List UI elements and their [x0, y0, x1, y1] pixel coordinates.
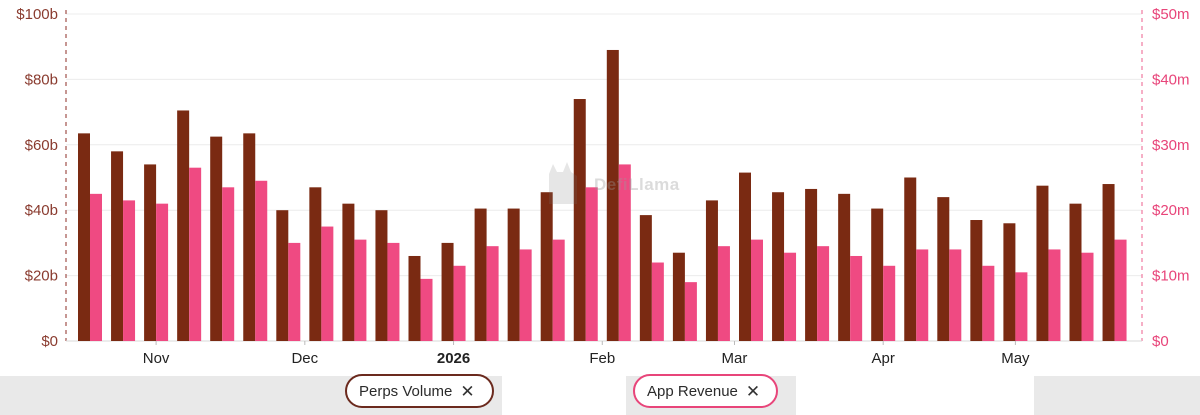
bar-perps-volume — [507, 208, 520, 341]
bar-perps-volume — [408, 255, 421, 341]
bar-perps-volume — [111, 151, 124, 341]
x-tick-label: May — [1001, 350, 1030, 367]
y-tick-label-right: $30m — [1152, 137, 1190, 154]
bar-app-revenue — [1114, 239, 1127, 341]
bar-perps-volume — [78, 133, 90, 341]
y-tick-label-right: $40m — [1152, 71, 1190, 88]
bar-app-revenue — [817, 246, 830, 341]
bar-perps-volume — [177, 110, 190, 341]
x-tick-label: Feb — [589, 350, 615, 367]
bar-app-revenue — [1015, 272, 1028, 341]
bar-perps-volume — [639, 215, 652, 341]
bar-perps-volume — [606, 49, 619, 341]
bar-app-revenue — [552, 239, 565, 341]
legend-gap — [796, 376, 1034, 415]
bar-perps-volume — [540, 192, 553, 341]
bar-app-revenue — [784, 252, 797, 341]
bar-app-revenue — [585, 187, 598, 341]
bar-app-revenue — [1081, 252, 1094, 341]
bar-perps-volume — [441, 242, 454, 341]
bar-app-revenue — [189, 167, 202, 341]
legend-chip-label: Perps Volume — [359, 382, 453, 400]
bar-perps-volume — [342, 203, 355, 341]
dual-axis-bar-chart: $0 $20b $40b $60b $80b $100b $0 $10m $20m $30m $40… — [16, 6, 1190, 367]
bar-perps-volume — [210, 136, 223, 341]
bar-perps-volume — [805, 188, 818, 341]
x-tick-label: Mar — [722, 350, 748, 367]
bar-app-revenue — [90, 193, 102, 341]
bar-app-revenue — [123, 200, 136, 341]
y-tick-label-left: $0 — [41, 333, 58, 350]
y-tick-label-left: $100b — [16, 6, 58, 23]
bar-app-revenue — [453, 265, 466, 341]
watermark: DefiLlama — [594, 175, 680, 194]
bar-perps-volume — [739, 172, 751, 341]
bar-app-revenue — [321, 226, 334, 341]
bar-app-revenue — [982, 265, 995, 341]
close-icon[interactable]: ✕ — [460, 381, 475, 401]
bar-app-revenue — [949, 249, 962, 341]
bar-perps-volume — [838, 193, 851, 341]
bar-app-revenue — [222, 187, 235, 341]
bar-app-revenue — [288, 242, 301, 341]
y-tick-label-right: $50m — [1152, 6, 1190, 23]
legend-chip-app-revenue[interactable]: App Revenue ✕ — [633, 374, 778, 408]
bar-app-revenue — [751, 239, 763, 341]
bar-app-revenue — [883, 265, 896, 341]
bar-perps-volume — [937, 197, 950, 341]
bar-perps-volume — [309, 187, 322, 341]
bar-perps-volume — [1069, 203, 1082, 341]
bar-app-revenue — [420, 278, 433, 341]
bar-app-revenue — [684, 282, 697, 341]
bar-perps-volume — [871, 208, 884, 341]
bar-perps-volume — [474, 208, 487, 341]
bar-perps-volume — [672, 252, 685, 341]
y-tick-label-left: $20b — [25, 268, 58, 285]
y-tick-label-right: $20m — [1152, 202, 1190, 219]
bar-perps-volume — [705, 200, 718, 341]
bar-app-revenue — [916, 249, 929, 341]
y-tick-label-left: $60b — [25, 137, 58, 154]
bar-perps-volume — [144, 164, 157, 341]
bar-perps-volume — [1036, 185, 1049, 341]
bar-perps-volume — [573, 99, 586, 342]
legend-chip-label: App Revenue — [647, 382, 738, 400]
x-tick-label: Dec — [291, 350, 318, 367]
bar-perps-volume — [1102, 184, 1115, 341]
y-tick-label-right: $0 — [1152, 333, 1169, 350]
close-icon[interactable]: ✕ — [745, 381, 761, 401]
bar-app-revenue — [717, 246, 730, 341]
bar-app-revenue — [850, 255, 863, 341]
bar-perps-volume — [772, 192, 785, 341]
bar-perps-volume — [1003, 223, 1016, 341]
bar-app-revenue — [1048, 249, 1061, 341]
x-tick-label: Apr — [872, 350, 895, 367]
chart-area: $0 $20b $40b $60b $80b $100b $0 $10m $20m $30m $40… — [16, 6, 1190, 367]
bar-perps-volume — [970, 220, 983, 341]
legend-gap — [502, 376, 626, 415]
bar-perps-volume — [243, 133, 256, 341]
llama-logo-icon — [549, 162, 577, 204]
bar-app-revenue — [387, 242, 400, 341]
bar-app-revenue — [354, 239, 367, 341]
x-tick-label: Nov — [143, 350, 170, 367]
y-tick-label-left: $40b — [25, 202, 58, 219]
x-tick-label: 2026 — [437, 350, 470, 367]
bar-app-revenue — [618, 164, 631, 341]
bar-perps-volume — [375, 210, 388, 341]
y-tick-label-right: $10m — [1152, 268, 1190, 285]
legend-chip-perps-volume[interactable]: Perps Volume ✕ — [345, 374, 494, 408]
bar-perps-volume — [904, 177, 917, 341]
bar-app-revenue — [255, 180, 268, 341]
bar-app-revenue — [156, 203, 169, 341]
bar-app-revenue — [519, 249, 532, 341]
y-tick-label-left: $80b — [25, 71, 58, 88]
bar-app-revenue — [651, 262, 664, 341]
bar-app-revenue — [486, 246, 499, 341]
bar-perps-volume — [276, 210, 289, 341]
